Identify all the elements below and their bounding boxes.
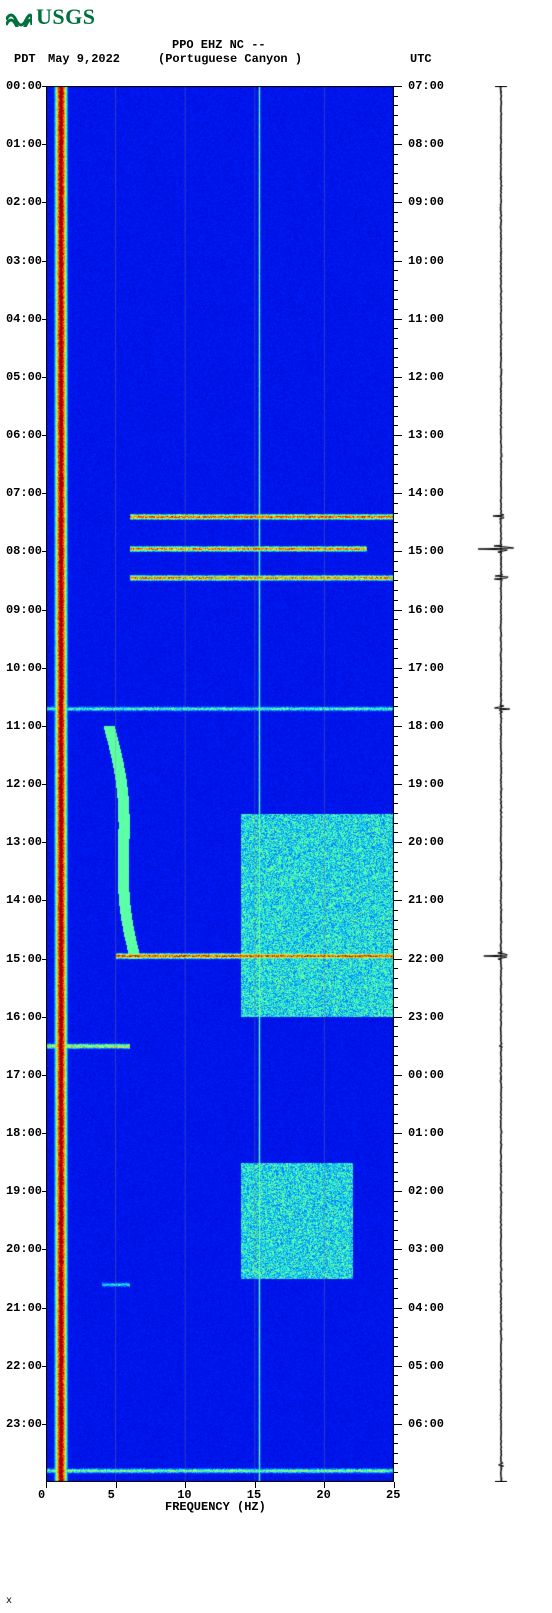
ytick-right: 05:00 [408, 1359, 448, 1373]
ytick-left: 17:00 [4, 1068, 42, 1082]
ytick-left: 01:00 [4, 137, 42, 151]
ytick-left: 10:00 [4, 661, 42, 675]
ytick-right: 10:00 [408, 254, 448, 268]
ytick-left: 03:00 [4, 254, 42, 268]
ytick-left: 09:00 [4, 603, 42, 617]
ytick-right: 00:00 [408, 1068, 448, 1082]
ytick-left: 00:00 [4, 79, 42, 93]
ytick-right: 04:00 [408, 1301, 448, 1315]
date: May 9,2022 [48, 52, 120, 66]
ytick-left: 12:00 [4, 777, 42, 791]
ytick-right: 09:00 [408, 195, 448, 209]
ytick-right: 23:00 [408, 1010, 448, 1024]
ytick-right: 12:00 [408, 370, 448, 384]
tz-left: PDT [14, 52, 36, 66]
spectrogram-plot [46, 86, 394, 1482]
xtick: 0 [38, 1488, 45, 1502]
ytick-right: 16:00 [408, 603, 448, 617]
usgs-logo: USGS [6, 4, 95, 30]
ytick-left: 15:00 [4, 952, 42, 966]
ytick-left: 14:00 [4, 893, 42, 907]
ytick-right: 18:00 [408, 719, 448, 733]
usgs-logo-text: USGS [36, 4, 95, 30]
ytick-right: 07:00 [408, 79, 448, 93]
xtick: 20 [316, 1488, 330, 1502]
ytick-left: 02:00 [4, 195, 42, 209]
tz-right: UTC [410, 52, 432, 66]
ytick-right: 08:00 [408, 137, 448, 151]
footer-mark: x [6, 1596, 12, 1607]
ytick-left: 18:00 [4, 1126, 42, 1140]
station-line: PPO EHZ NC -- [172, 38, 266, 52]
ytick-left: 04:00 [4, 312, 42, 326]
ytick-right: 21:00 [408, 893, 448, 907]
ytick-left: 21:00 [4, 1301, 42, 1315]
ytick-right: 01:00 [408, 1126, 448, 1140]
ytick-left: 22:00 [4, 1359, 42, 1373]
ytick-left: 20:00 [4, 1242, 42, 1256]
ytick-right: 06:00 [408, 1417, 448, 1431]
ytick-left: 06:00 [4, 428, 42, 442]
ytick-left: 19:00 [4, 1184, 42, 1198]
ytick-right: 15:00 [408, 544, 448, 558]
ytick-right: 19:00 [408, 777, 448, 791]
ytick-right: 03:00 [408, 1242, 448, 1256]
ytick-right: 22:00 [408, 952, 448, 966]
ytick-right: 14:00 [408, 486, 448, 500]
ytick-left: 13:00 [4, 835, 42, 849]
usgs-wave-icon [6, 7, 32, 27]
station-name: (Portuguese Canyon ) [158, 52, 302, 66]
ytick-left: 05:00 [4, 370, 42, 384]
x-axis-label: FREQUENCY (HZ) [165, 1500, 266, 1514]
ytick-left: 07:00 [4, 486, 42, 500]
ytick-right: 17:00 [408, 661, 448, 675]
ytick-right: 11:00 [408, 312, 448, 326]
seismogram-trace [465, 86, 537, 1482]
ytick-left: 16:00 [4, 1010, 42, 1024]
xtick: 5 [108, 1488, 115, 1502]
ytick-left: 23:00 [4, 1417, 42, 1431]
ytick-left: 08:00 [4, 544, 42, 558]
ytick-right: 20:00 [408, 835, 448, 849]
xtick: 25 [386, 1488, 400, 1502]
ytick-right: 02:00 [408, 1184, 448, 1198]
ytick-right: 13:00 [408, 428, 448, 442]
ytick-left: 11:00 [4, 719, 42, 733]
